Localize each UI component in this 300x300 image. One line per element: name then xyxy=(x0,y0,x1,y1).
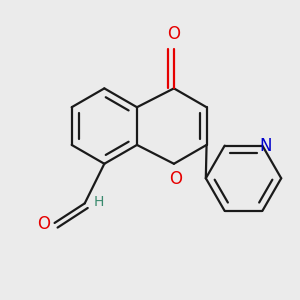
Text: H: H xyxy=(93,195,104,209)
Text: O: O xyxy=(169,169,182,188)
Text: O: O xyxy=(167,25,180,43)
Text: N: N xyxy=(259,136,272,154)
Text: O: O xyxy=(37,215,50,233)
